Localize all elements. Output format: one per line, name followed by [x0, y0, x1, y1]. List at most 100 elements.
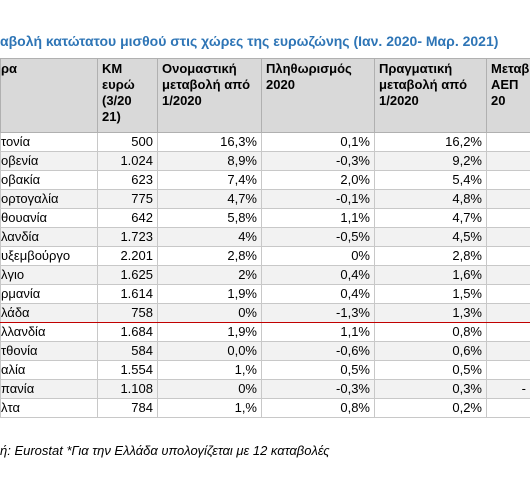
- minimum-wage-table: ρα ΚΜ ευρώ (3/20 21) Ονομαστική μεταβολή…: [0, 58, 530, 418]
- table-cell-nominal: 1,%: [157, 398, 262, 418]
- table-cell-nominal: 16,3%: [157, 132, 262, 152]
- table-cell-nominal: 7,4%: [157, 170, 262, 190]
- table-cell-km: 1.614: [97, 284, 158, 304]
- table-cell-real: 0,5%: [374, 360, 487, 380]
- table-cell-km: 1.024: [97, 151, 158, 171]
- table-cell-km: 2.201: [97, 246, 158, 266]
- table-cell-country: τθονία: [0, 341, 98, 361]
- table-row: λγιο 1.625 2% 0,4% 1,6%: [0, 265, 530, 285]
- table-cell-inflation: -0,3%: [261, 151, 375, 171]
- table-row: πανία 1.108 0% -0,3% 0,3% -: [0, 379, 530, 399]
- table-cell-country: ορτογαλία: [0, 189, 98, 209]
- table-cell-inflation: -0,5%: [261, 227, 375, 247]
- table-cell-country: λλανδία: [0, 322, 98, 342]
- table-cell-real: 4,8%: [374, 189, 487, 209]
- table-cell-real: 0,2%: [374, 398, 487, 418]
- table-cell-gdp: [486, 360, 530, 380]
- table-row: θουανία 642 5,8% 1,1% 4,7%: [0, 208, 530, 228]
- col-header-inflation: Πληθωρισμός 2020: [261, 58, 375, 133]
- table-row: ρμανία 1.614 1,9% 0,4% 1,5%: [0, 284, 530, 304]
- table-cell-km: 758: [97, 303, 158, 323]
- table-cell-nominal: 0,0%: [157, 341, 262, 361]
- table-cell-nominal: 2%: [157, 265, 262, 285]
- table-cell-inflation: -0,3%: [261, 379, 375, 399]
- table-cell-km: 500: [97, 132, 158, 152]
- table-cell-nominal: 1,9%: [157, 322, 262, 342]
- table-cell-inflation: 0,8%: [261, 398, 375, 418]
- table-cell-real: 4,7%: [374, 208, 487, 228]
- table-cell-gdp: [486, 151, 530, 171]
- table-cell-real: 1,6%: [374, 265, 487, 285]
- table-cell-km: 1.554: [97, 360, 158, 380]
- table-cell-km: 584: [97, 341, 158, 361]
- table-cell-real: 4,5%: [374, 227, 487, 247]
- table-cell-gdp: -: [486, 379, 530, 399]
- table-cell-inflation: 0,5%: [261, 360, 375, 380]
- table-body: τονία 500 16,3% 0,1% 16,2% οβενία 1.024 8,9% -0,…: [0, 132, 530, 418]
- table-cell-country: λτα: [0, 398, 98, 418]
- table-cell-real: 5,4%: [374, 170, 487, 190]
- table-cell-km: 623: [97, 170, 158, 190]
- col-header-nominal: Ονομαστική μεταβολή από 1/2020: [157, 58, 262, 133]
- table-cell-real: 2,8%: [374, 246, 487, 266]
- table-cell-gdp: [486, 189, 530, 209]
- table-cell-real: 9,2%: [374, 151, 487, 171]
- col-header-km: ΚΜ ευρώ (3/20 21): [97, 58, 158, 133]
- table-cell-country: οβενία: [0, 151, 98, 171]
- table-row: οβακία 623 7,4% 2,0% 5,4%: [0, 170, 530, 190]
- source-note: ή: Eurostat *Για την Ελλάδα υπολογίζεται…: [0, 443, 330, 458]
- table-cell-inflation: 1,1%: [261, 322, 375, 342]
- table-cell-country: λάδα: [0, 303, 98, 323]
- table-cell-km: 1.625: [97, 265, 158, 285]
- table-cell-gdp: [486, 132, 530, 152]
- table-cell-country: λανδία: [0, 227, 98, 247]
- table-cell-km: 642: [97, 208, 158, 228]
- table-cell-km: 1.684: [97, 322, 158, 342]
- table-cell-inflation: -1,3%: [261, 303, 375, 323]
- table-cell-real: 0,8%: [374, 322, 487, 342]
- table-cell-nominal: 4,7%: [157, 189, 262, 209]
- table-cell-real: 1,3%: [374, 303, 487, 323]
- table-cell-country: λγιο: [0, 265, 98, 285]
- table-cell-country: πανία: [0, 379, 98, 399]
- table-cell-gdp: [486, 170, 530, 190]
- table-cell-country: υξεμβούργο: [0, 246, 98, 266]
- col-header-country: ρα: [0, 58, 98, 133]
- table-cell-inflation: 0,4%: [261, 265, 375, 285]
- table-cell-gdp: [486, 284, 530, 304]
- table-cell-km: 775: [97, 189, 158, 209]
- table-cell-nominal: 0%: [157, 303, 262, 323]
- table-row: τθονία 584 0,0% -0,6% 0,6%: [0, 341, 530, 361]
- col-header-real: Πραγματική μεταβολή από 1/2020: [374, 58, 487, 133]
- table-cell-gdp: [486, 398, 530, 418]
- table-cell-km: 1.108: [97, 379, 158, 399]
- table-cell-inflation: -0,6%: [261, 341, 375, 361]
- table-cell-country: οβακία: [0, 170, 98, 190]
- table-row: τονία 500 16,3% 0,1% 16,2%: [0, 132, 530, 152]
- table-cell-km: 784: [97, 398, 158, 418]
- table-cell-real: 0,6%: [374, 341, 487, 361]
- table-cell-gdp: [486, 265, 530, 285]
- table-row: λανδία 1.723 4% -0,5% 4,5%: [0, 227, 530, 247]
- table-row: αλία 1.554 1,% 0,5% 0,5%: [0, 360, 530, 380]
- table-cell-km: 1.723: [97, 227, 158, 247]
- table-cell-real: 1,5%: [374, 284, 487, 304]
- table-cell-nominal: 2,8%: [157, 246, 262, 266]
- table-cell-inflation: -0,1%: [261, 189, 375, 209]
- table-cell-country: αλία: [0, 360, 98, 380]
- table-row: λάδα 758 0% -1,3% 1,3%: [0, 303, 530, 323]
- table-cell-gdp: [486, 341, 530, 361]
- table-cell-nominal: 1,%: [157, 360, 262, 380]
- table-cell-inflation: 1,1%: [261, 208, 375, 228]
- table-cell-gdp: [486, 303, 530, 323]
- col-header-gdp: Μεταβ ΑΕΠ 20: [486, 58, 530, 133]
- table-cell-nominal: 0%: [157, 379, 262, 399]
- table-cell-inflation: 0,1%: [261, 132, 375, 152]
- table-header-row: ρα ΚΜ ευρώ (3/20 21) Ονομαστική μεταβολή…: [0, 58, 530, 133]
- table-cell-inflation: 2,0%: [261, 170, 375, 190]
- table-row: υξεμβούργο 2.201 2,8% 0% 2,8%: [0, 246, 530, 266]
- table-cell-nominal: 8,9%: [157, 151, 262, 171]
- table-row: οβενία 1.024 8,9% -0,3% 9,2%: [0, 151, 530, 171]
- table-cell-nominal: 1,9%: [157, 284, 262, 304]
- table-title: αβολή κατώτατου μισθού στις χώρες της ευ…: [0, 33, 499, 49]
